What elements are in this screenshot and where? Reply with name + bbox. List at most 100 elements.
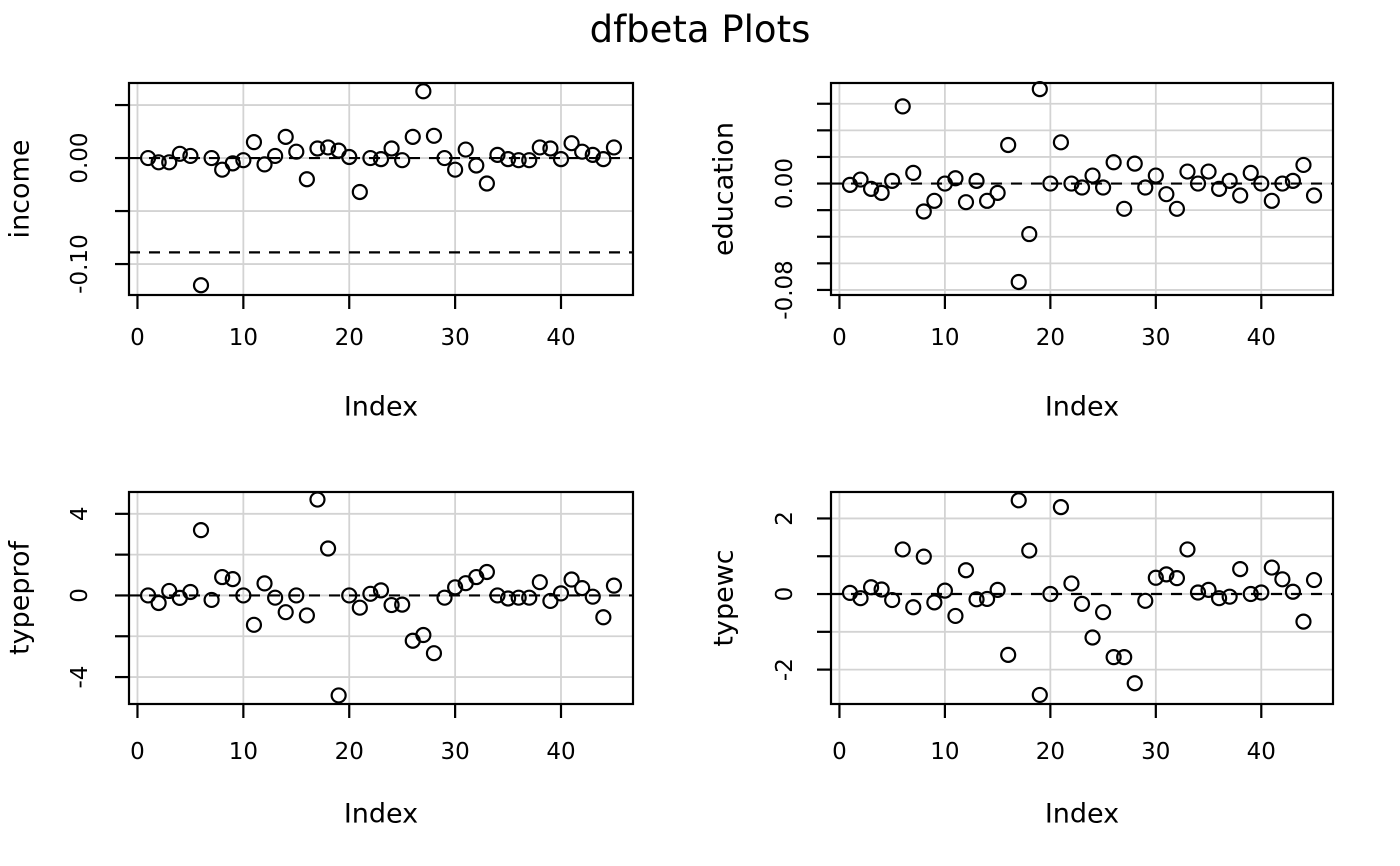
data-point: [1274, 175, 1291, 192]
y-tick-labels: 0.00 -0.08: [772, 158, 798, 320]
data-point: [224, 155, 241, 172]
data-point: [1094, 604, 1112, 621]
data-point: [989, 184, 1006, 201]
data-point: [298, 607, 315, 624]
data-point: [1116, 200, 1133, 217]
data-point: [873, 581, 890, 598]
data-point: [1000, 136, 1017, 154]
data-point: [425, 645, 443, 662]
data-point: [436, 589, 453, 606]
data-point: [510, 152, 527, 169]
data-point: [1295, 613, 1312, 630]
y-axis-label: education: [709, 122, 740, 256]
data-point: [574, 143, 591, 160]
data-point: [1063, 575, 1080, 592]
data-point: [531, 139, 548, 156]
x-tick-labels: 0 10 20 30 40: [130, 739, 575, 765]
x-tick-label: 20: [335, 739, 364, 765]
data-point: [372, 151, 390, 168]
data-point: [1253, 175, 1270, 192]
data-point: [905, 599, 922, 616]
y-tick-label: -0.10: [67, 234, 93, 294]
data-point: [1073, 595, 1091, 612]
y-axis-label: income: [5, 140, 36, 239]
data-point: [595, 151, 612, 168]
data-point: [1126, 675, 1143, 692]
data-point: [372, 582, 390, 599]
data-point: [319, 540, 337, 557]
data-point: [341, 587, 358, 604]
data-point: [192, 522, 210, 539]
data-point: [1063, 175, 1080, 192]
x-tick-label: 10: [930, 739, 959, 765]
panel-education: 0 10 20 30 40 0.00 -0.08 Index education: [709, 81, 1335, 423]
data-point: [1295, 156, 1312, 174]
grid-lines: [129, 83, 633, 295]
data-point: [894, 98, 911, 115]
data-point: [267, 147, 284, 165]
y-tick-label: 0: [772, 587, 798, 602]
data-point: [957, 562, 975, 579]
data-point: [447, 161, 464, 178]
plot-border: [829, 81, 1335, 297]
data-point: [542, 140, 559, 157]
panel-income: 0 10 20 30 40 0.00 -0.10 Index income: [5, 81, 635, 423]
data-point: [309, 140, 326, 157]
data-point: [1211, 180, 1228, 197]
data-point: [1305, 571, 1323, 589]
data-point: [1073, 179, 1091, 196]
data-point: [330, 687, 347, 704]
data-point: [852, 590, 869, 607]
data-point: [1147, 569, 1164, 586]
x-tick-label: 10: [229, 739, 258, 765]
data-point: [351, 183, 368, 201]
data-point: [584, 588, 601, 605]
data-point: [277, 604, 294, 621]
x-axis-label: Index: [344, 799, 418, 830]
x-tick-label: 30: [440, 739, 469, 765]
data-point: [499, 590, 517, 607]
data-point: [957, 194, 975, 211]
data-point: [214, 568, 231, 586]
data-point: [267, 589, 284, 606]
data-point: [224, 571, 241, 588]
y-axis-label: typeprof: [5, 540, 36, 655]
data-point: [404, 128, 421, 145]
x-tick-labels: 0 10 20 30 40: [832, 325, 1276, 351]
data-point: [884, 172, 901, 189]
data-point: [1189, 584, 1207, 601]
data-point: [1116, 649, 1133, 666]
data-point: [1000, 646, 1017, 663]
data-point: [182, 147, 199, 165]
y-axis-label: typewc: [709, 549, 740, 646]
x-tick-label: 40: [1247, 739, 1276, 765]
data-point: [362, 149, 379, 167]
x-tick-label: 40: [546, 325, 575, 351]
axis-ticks: [817, 102, 1263, 309]
axis-ticks: [115, 512, 563, 718]
x-axis-label: Index: [1045, 392, 1119, 423]
data-point: [595, 609, 612, 626]
data-point: [1147, 167, 1164, 184]
data-point: [161, 154, 178, 171]
data-point: [1021, 542, 1038, 559]
x-tick-label: 0: [130, 739, 145, 765]
data-point: [1168, 570, 1186, 587]
data-point: [1189, 175, 1207, 192]
x-axis-label: Index: [1045, 799, 1119, 830]
data-point: [394, 152, 411, 169]
data-point: [1158, 186, 1175, 203]
data-point: [574, 580, 591, 597]
data-point: [1084, 629, 1101, 646]
data-point: [288, 587, 305, 604]
axis-ticks: [115, 103, 563, 309]
data-point: [968, 591, 985, 608]
x-tick-label: 0: [832, 325, 847, 351]
data-point: [978, 192, 996, 209]
data-point: [531, 574, 548, 591]
data-point: [521, 589, 538, 606]
data-point: [968, 172, 985, 189]
y-tick-label: 0: [67, 588, 93, 603]
data-point: [1232, 560, 1249, 578]
